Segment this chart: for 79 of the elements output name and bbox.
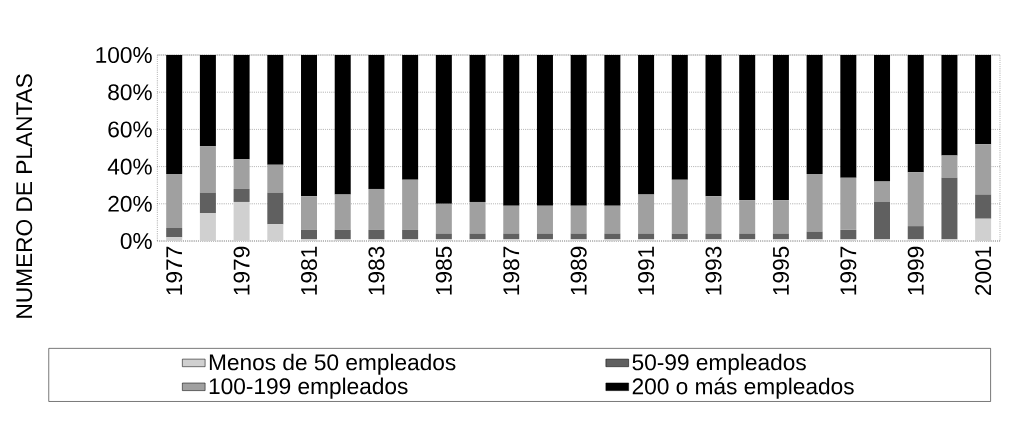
x-tick-label: 1993 <box>705 246 722 295</box>
bar <box>503 233 520 240</box>
bar <box>772 233 789 240</box>
bar <box>301 196 318 230</box>
bar <box>671 233 688 240</box>
bar <box>975 194 992 219</box>
bar <box>975 218 992 242</box>
bar <box>874 181 891 202</box>
legend-label: 200 o más empleados <box>632 377 854 399</box>
bar <box>233 159 250 189</box>
x-tick-label: 2001 <box>975 246 992 295</box>
bar <box>739 233 756 240</box>
bar <box>233 201 250 242</box>
y-tick-label: 80% <box>108 84 152 101</box>
x-tick-label: 1985 <box>435 246 452 295</box>
x-tick-label: 1979 <box>233 246 250 295</box>
x-tick-label: 1989 <box>570 246 587 295</box>
x-tick-label: 1997 <box>840 246 857 295</box>
bar <box>941 177 958 240</box>
bar <box>199 213 216 242</box>
legend-label: 100-199 empleados <box>209 377 408 399</box>
bar <box>806 231 823 240</box>
x-tick-label: 1999 <box>907 246 924 295</box>
x-tick-label: 1995 <box>772 246 789 295</box>
bar <box>435 203 452 234</box>
bar <box>975 144 992 195</box>
y-tick-label: 40% <box>107 158 152 175</box>
bar <box>166 174 183 228</box>
legend-label: 50-99 empleados <box>632 353 806 375</box>
bar <box>334 229 351 240</box>
bar <box>941 155 958 178</box>
y-axis-title: NUMERO DE PLANTAS <box>16 74 33 318</box>
bar <box>671 179 688 234</box>
bar <box>368 188 385 230</box>
x-tick-label: 1977 <box>166 246 183 295</box>
bar <box>402 229 419 240</box>
x-tick-label: 1991 <box>638 246 655 295</box>
bar <box>301 229 318 240</box>
bar <box>638 233 655 240</box>
bar <box>840 229 857 240</box>
bar <box>806 174 823 232</box>
bar <box>874 201 891 240</box>
bar <box>907 226 924 240</box>
bar <box>705 196 722 234</box>
bar <box>638 194 655 234</box>
bar <box>267 224 284 242</box>
bar <box>604 233 621 240</box>
y-tick-label: 100% <box>96 46 152 64</box>
bar <box>536 233 553 240</box>
bar <box>604 205 621 234</box>
bar <box>402 179 419 230</box>
bar <box>705 233 722 240</box>
bar <box>469 233 486 240</box>
bar <box>267 164 284 193</box>
bar <box>368 229 385 240</box>
bar <box>334 194 351 230</box>
bar <box>503 205 520 234</box>
x-tick-label: 1983 <box>368 246 385 295</box>
x-tick-label: 1987 <box>503 246 520 295</box>
y-tick-label: 20% <box>108 195 152 212</box>
bar <box>570 233 587 240</box>
y-tick-label: 60% <box>108 121 152 138</box>
bar <box>772 200 789 234</box>
x-tick-label: 1981 <box>300 246 318 295</box>
bar <box>199 146 216 193</box>
bar <box>435 233 452 240</box>
bar <box>199 192 216 214</box>
bar <box>907 172 924 227</box>
bar <box>570 205 587 234</box>
bar <box>469 201 486 234</box>
bar <box>166 237 183 242</box>
bar <box>739 200 756 234</box>
bar <box>536 205 553 234</box>
bar <box>233 188 250 202</box>
bar <box>840 177 857 230</box>
bar <box>267 192 284 225</box>
bar <box>166 227 183 238</box>
y-tick-label: 0% <box>120 232 152 250</box>
legend-label: Menos de 50 empleados <box>209 353 456 375</box>
